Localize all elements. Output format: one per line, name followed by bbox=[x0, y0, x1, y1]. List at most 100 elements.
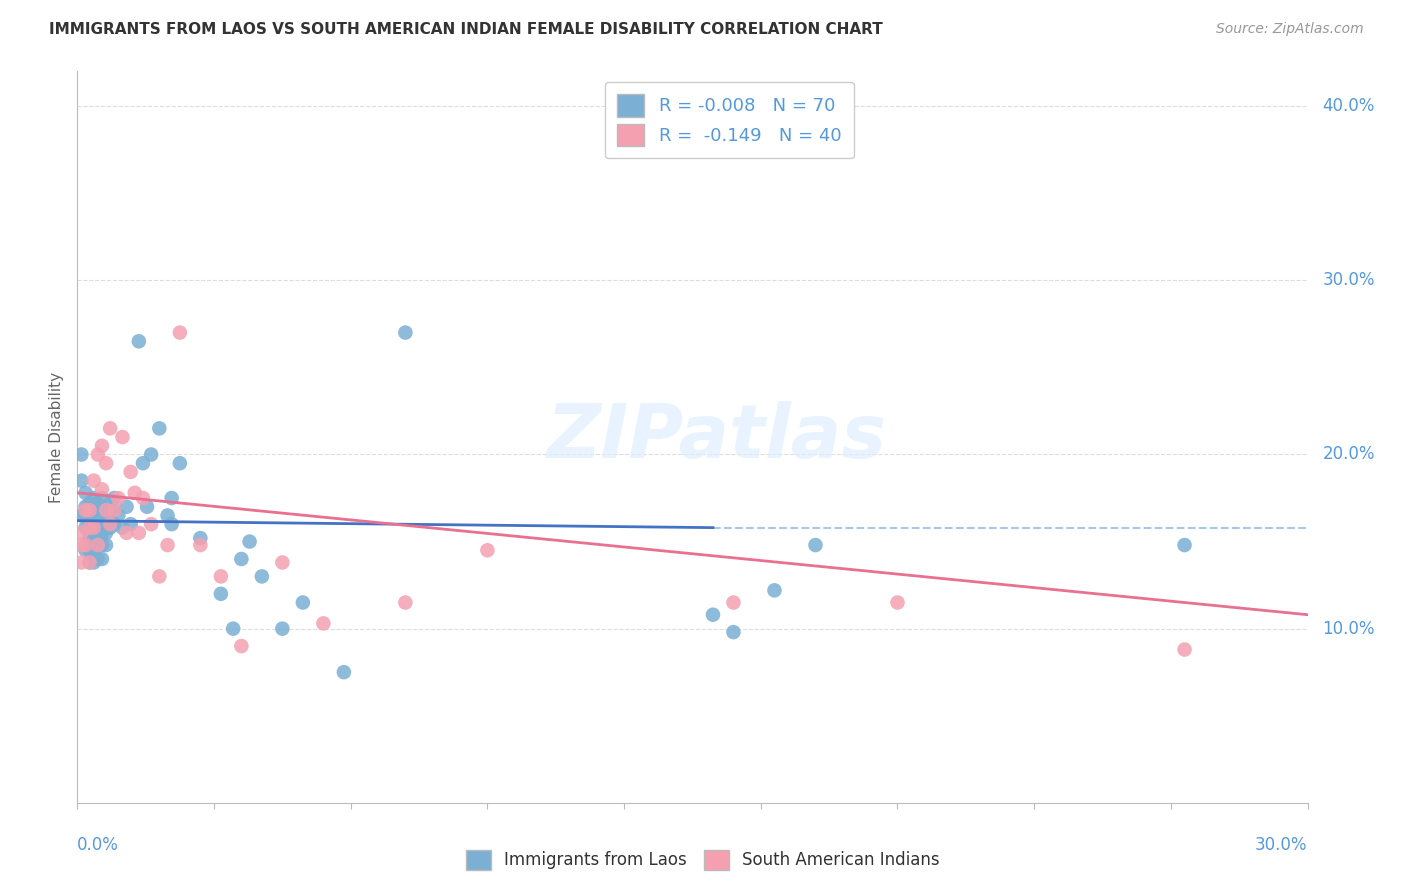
Point bbox=[128, 334, 150, 349]
Point bbox=[90, 439, 114, 453]
Point bbox=[141, 517, 163, 532]
Point bbox=[188, 531, 212, 545]
Point bbox=[87, 538, 110, 552]
Y-axis label: Female Disability: Female Disability bbox=[49, 371, 65, 503]
Point bbox=[128, 525, 150, 540]
Text: Source: ZipAtlas.com: Source: ZipAtlas.com bbox=[1216, 22, 1364, 37]
Point bbox=[156, 508, 179, 523]
Point bbox=[169, 456, 191, 470]
Point bbox=[115, 525, 138, 540]
Point bbox=[94, 503, 117, 517]
Point bbox=[98, 421, 121, 435]
Point bbox=[90, 503, 114, 517]
Point bbox=[1174, 642, 1197, 657]
Point bbox=[87, 508, 110, 523]
Point bbox=[477, 543, 499, 558]
Point bbox=[156, 538, 179, 552]
Point bbox=[94, 456, 117, 470]
Point bbox=[94, 538, 117, 552]
Point bbox=[886, 595, 908, 609]
Point bbox=[115, 500, 138, 514]
Point bbox=[90, 483, 114, 497]
Point bbox=[160, 517, 183, 532]
Point bbox=[79, 521, 101, 535]
Point bbox=[723, 595, 745, 609]
Point bbox=[87, 538, 110, 552]
Point bbox=[75, 508, 97, 523]
Point bbox=[107, 508, 129, 523]
Point bbox=[70, 474, 93, 488]
Text: 30.0%: 30.0% bbox=[1256, 836, 1308, 854]
Point bbox=[103, 503, 125, 517]
Point bbox=[90, 517, 114, 532]
Text: 40.0%: 40.0% bbox=[1323, 97, 1375, 115]
Text: IMMIGRANTS FROM LAOS VS SOUTH AMERICAN INDIAN FEMALE DISABILITY CORRELATION CHAR: IMMIGRANTS FROM LAOS VS SOUTH AMERICAN I… bbox=[49, 22, 883, 37]
Point bbox=[83, 556, 105, 570]
Point bbox=[79, 496, 101, 510]
Point bbox=[79, 521, 101, 535]
Point bbox=[83, 521, 105, 535]
Point bbox=[75, 485, 97, 500]
Point bbox=[87, 496, 110, 510]
Point bbox=[98, 521, 121, 535]
Point bbox=[75, 538, 97, 552]
Point bbox=[120, 517, 142, 532]
Point bbox=[107, 491, 129, 505]
Point bbox=[231, 639, 253, 653]
Point bbox=[124, 485, 146, 500]
Point bbox=[90, 525, 114, 540]
Point bbox=[188, 538, 212, 552]
Point bbox=[702, 607, 724, 622]
Text: 10.0%: 10.0% bbox=[1323, 620, 1375, 638]
Point bbox=[103, 517, 125, 532]
Point bbox=[87, 552, 110, 566]
Point bbox=[87, 531, 110, 545]
Point bbox=[83, 491, 105, 505]
Point bbox=[98, 496, 121, 510]
Point bbox=[394, 595, 416, 609]
Point bbox=[75, 521, 97, 535]
Point bbox=[70, 538, 93, 552]
Point bbox=[120, 465, 142, 479]
Point bbox=[132, 491, 155, 505]
Point bbox=[209, 587, 232, 601]
Point bbox=[250, 569, 273, 583]
Point bbox=[271, 622, 294, 636]
Point bbox=[79, 543, 101, 558]
Point bbox=[148, 421, 170, 435]
Point bbox=[111, 430, 134, 444]
Point bbox=[94, 525, 117, 540]
Point bbox=[271, 556, 294, 570]
Point bbox=[79, 556, 101, 570]
Point bbox=[83, 531, 105, 545]
Point bbox=[98, 508, 121, 523]
Point bbox=[90, 538, 114, 552]
Point bbox=[75, 500, 97, 514]
Text: ZIPatlas: ZIPatlas bbox=[547, 401, 887, 474]
Point bbox=[312, 616, 335, 631]
Point bbox=[148, 569, 170, 583]
Point bbox=[141, 448, 163, 462]
Point bbox=[79, 508, 101, 523]
Point bbox=[90, 552, 114, 566]
Text: 20.0%: 20.0% bbox=[1323, 445, 1375, 464]
Point bbox=[291, 595, 314, 609]
Point bbox=[70, 525, 93, 540]
Point bbox=[94, 503, 117, 517]
Point bbox=[83, 508, 105, 523]
Point bbox=[394, 326, 416, 340]
Point bbox=[132, 456, 155, 470]
Text: 30.0%: 30.0% bbox=[1323, 271, 1375, 289]
Point bbox=[70, 556, 93, 570]
Point bbox=[209, 569, 232, 583]
Point bbox=[804, 538, 827, 552]
Legend: R = -0.008   N = 70, R =  -0.149   N = 40: R = -0.008 N = 70, R = -0.149 N = 40 bbox=[605, 82, 853, 159]
Point bbox=[763, 583, 786, 598]
Point bbox=[723, 625, 745, 640]
Point bbox=[1174, 538, 1197, 552]
Point bbox=[111, 521, 134, 535]
Point bbox=[98, 517, 121, 532]
Point bbox=[70, 508, 93, 523]
Point bbox=[79, 531, 101, 545]
Text: 0.0%: 0.0% bbox=[77, 836, 120, 854]
